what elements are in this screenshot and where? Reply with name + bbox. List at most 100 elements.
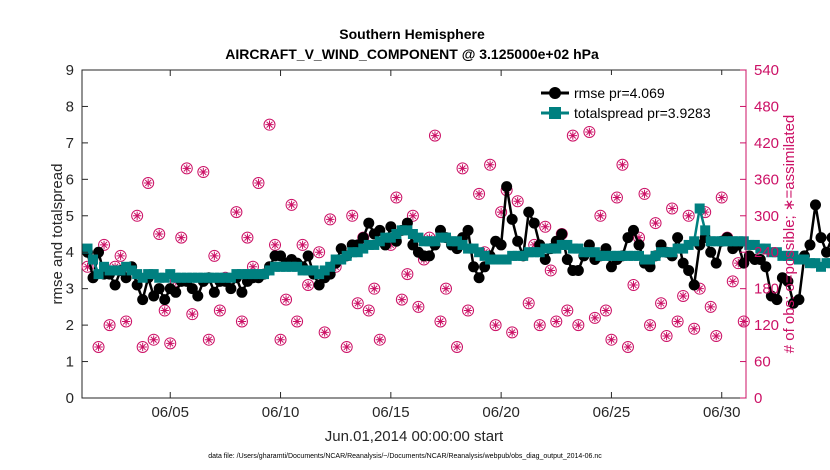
y-axis-left: 0 1 2 3 4 5 6 7 8 9 [66,62,88,407]
totalspread-point [628,250,639,261]
totalspread-point [99,261,110,272]
series-layer [82,181,830,309]
obs-possible-marker [550,315,563,328]
y-right-tick-label: 60 [754,354,771,371]
obs-assimilated-marker [182,164,191,173]
totalspread-point [694,203,705,214]
obs-assimilated-marker [700,207,710,217]
obs-possible-marker [230,206,243,219]
totalspread-point [358,243,369,254]
totalspread-point [143,269,154,280]
obs-assimilated-marker [155,229,164,239]
totalspread-point [782,250,793,261]
rmse-point [556,228,568,240]
obs-possible-marker [235,315,248,328]
y-axis-label: rmse and totalspread [49,164,66,305]
totalspread-point [181,272,192,283]
y-tick-label: 2 [66,317,74,334]
totalspread-point [562,239,573,250]
totalspread-point [275,261,286,272]
obs-assimilated-marker [298,240,307,250]
obs-possible-marker [120,315,133,328]
obs-possible-marker [583,125,596,138]
obs-possible-marker [666,202,679,215]
obs-possible-marker [506,326,519,339]
obs-possible-marker [395,293,408,306]
obs-possible-marker [671,315,684,328]
totalspread-point [705,236,716,247]
rmse-point [423,250,435,262]
obs-assimilated-marker [116,251,125,261]
obs-assimilated-marker [287,200,296,210]
y-right-tick-label: 300 [754,208,779,225]
totalspread-point [170,272,181,283]
rmse-point [688,279,700,291]
obs-assimilated-marker [491,320,500,330]
totalspread-point [634,250,645,261]
totalspread-point [209,272,220,283]
totalspread-point [258,269,269,280]
totalspread-point [810,258,821,269]
obs-possible-marker [340,340,353,353]
totalspread-point [777,250,788,261]
totalspread-point [347,247,358,258]
rmse-point [523,206,535,218]
totalspread-point [600,250,611,261]
obs-assimilated-marker [612,193,622,202]
obs-assimilated-marker [348,211,357,220]
obs-assimilated-marker [618,160,627,169]
totalspread-point [485,254,496,265]
totalspread-point [678,243,689,254]
totalspread-point [374,236,385,247]
totalspread-point [589,247,600,258]
totalspread-point [104,265,115,276]
rmse-point [561,254,573,266]
obs-assimilated-marker [717,193,726,202]
totalspread-point [281,261,292,272]
y-tick-label: 4 [66,244,74,261]
obs-possible-marker [291,315,304,328]
rmse-point [302,250,314,262]
rmse-point [710,257,722,269]
legend-totalspread-label: totalspread pr=3.9283 [574,105,711,121]
rmse-point [462,224,474,236]
totalspread-point [165,269,176,280]
totalspread-point [611,250,622,261]
obs-possible-marker [136,340,149,353]
totalspread-point [93,269,104,280]
rmse-point [705,246,717,258]
totalspread-point [507,250,518,261]
obs-possible-marker [142,176,155,189]
totalspread-point [804,258,815,269]
y-tick-label: 0 [66,390,74,407]
obs-possible-marker [561,304,574,317]
obs-assimilated-marker [706,302,715,312]
obs-possible-marker [131,209,144,222]
obs-assimilated-marker [232,207,241,217]
legend-totalspread-marker [549,107,561,119]
rmse-point [633,239,645,251]
y-right-tick-label: 480 [754,98,779,115]
x-tick-label: 06/30 [703,404,741,421]
totalspread-point [303,265,314,276]
obs-possible-marker [638,187,651,200]
obs-assimilated-marker [138,342,147,352]
totalspread-point [286,261,297,272]
obs-assimilated-marker [83,262,92,271]
obs-assimilated-marker [684,211,693,220]
y-tick-label: 8 [66,98,74,115]
obs-possible-marker [660,330,673,343]
obs-assimilated-marker [210,251,219,261]
obs-assimilated-marker [673,317,682,326]
obs-possible-marker [566,129,579,142]
rmse-point [672,232,684,244]
obs-possible-marker [627,279,640,292]
obs-possible-marker [412,300,425,313]
obs-assimilated-marker [276,335,285,344]
obs-assimilated-marker [656,299,666,308]
obs-assimilated-marker [546,266,555,275]
obs-assimilated-marker [634,233,644,242]
obs-assimilated-marker [662,331,671,341]
obs-possible-marker [197,166,210,179]
